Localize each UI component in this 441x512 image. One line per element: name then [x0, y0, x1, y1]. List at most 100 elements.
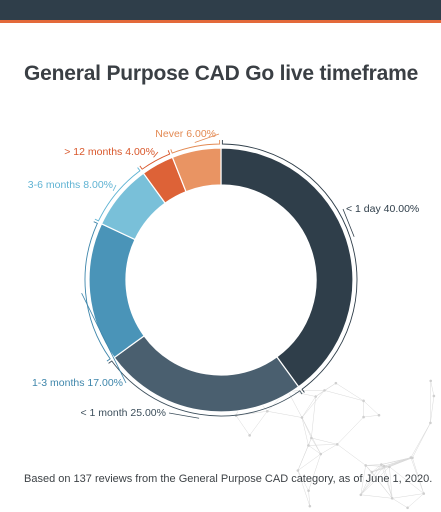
network-node	[308, 504, 312, 508]
header-accent-line	[0, 20, 441, 23]
slice-label-1-day: < 1 day 40.00%	[346, 203, 419, 215]
slice-never	[171, 147, 222, 193]
network-edge	[315, 382, 337, 397]
network-node	[370, 470, 374, 474]
network-node	[334, 381, 338, 385]
network-node	[388, 465, 391, 469]
network-edge	[371, 471, 393, 499]
network-node	[359, 493, 363, 497]
network-edge	[360, 494, 393, 499]
network-edge	[308, 444, 338, 446]
network-node	[300, 416, 304, 419]
slice-label-12-months: > 12 months 4.00%	[64, 146, 155, 158]
network-edge	[301, 396, 316, 418]
network-edge	[360, 465, 366, 495]
leader-never	[170, 140, 221, 154]
network-edge	[360, 466, 385, 495]
network-node	[390, 497, 394, 500]
network-node	[409, 456, 413, 459]
network-edge	[365, 465, 373, 473]
connector-1-day	[342, 208, 355, 237]
network-node	[248, 434, 251, 437]
network-edge	[297, 470, 311, 507]
donut-slices	[88, 147, 354, 413]
network-edge	[235, 415, 250, 436]
network-node	[323, 389, 326, 392]
network-node	[429, 379, 433, 383]
network-edge	[371, 464, 382, 473]
network-edge	[389, 466, 393, 499]
network-edge	[430, 395, 435, 423]
slice-1-month	[113, 335, 300, 413]
network-edge	[308, 490, 311, 507]
network-edge	[324, 390, 364, 402]
slice-label-1-month: < 1 month 25.00%	[80, 407, 166, 419]
network-edge	[308, 445, 321, 455]
footnote: Based on 137 reviews from the General Pu…	[24, 473, 433, 485]
network-edge	[287, 390, 303, 418]
network-edge	[311, 437, 321, 455]
network-node	[314, 395, 318, 398]
network-node	[377, 413, 381, 417]
connector-1-month	[168, 412, 200, 419]
network-edge	[311, 437, 338, 445]
network-edge	[363, 400, 380, 416]
header-bar	[0, 0, 441, 20]
leader-12-months	[139, 150, 171, 170]
network-edge	[301, 417, 321, 455]
network-edge	[249, 411, 268, 436]
network-edge	[301, 417, 312, 439]
network-edge	[337, 416, 364, 445]
network-node	[310, 436, 313, 440]
network-edge	[407, 493, 424, 509]
network-node	[307, 489, 310, 492]
network-edge	[371, 457, 411, 473]
network-node	[380, 463, 383, 466]
network-node	[362, 399, 365, 403]
network-edge	[365, 464, 382, 466]
network-edge	[365, 465, 385, 467]
network-edge	[297, 437, 312, 471]
network-node	[406, 506, 409, 510]
leader-1-3-months	[84, 221, 111, 362]
slice-1-day	[220, 147, 354, 388]
slice-labels: < 1 day 40.00% < 1 month 25.00% 1-3 months…	[28, 128, 419, 419]
network-node	[319, 452, 323, 456]
slice-label-never: Never 6.00%	[155, 128, 216, 140]
network-edge	[236, 410, 268, 416]
leader-1-month	[108, 360, 303, 417]
network-node	[296, 469, 300, 472]
network-edge	[392, 493, 424, 499]
network-edge	[308, 453, 321, 491]
network-edge	[381, 464, 393, 499]
network-edge	[311, 396, 316, 439]
label-leader-lines	[81, 133, 358, 419]
network-edge	[337, 444, 366, 466]
network-node	[307, 444, 310, 447]
network-edge	[410, 457, 424, 494]
network-edge	[410, 422, 431, 458]
network-edge	[297, 470, 309, 491]
network-edge	[392, 498, 408, 509]
network-node	[429, 421, 432, 425]
network-node	[364, 464, 368, 467]
connector-1-3-months	[81, 292, 127, 384]
network-node	[362, 415, 365, 419]
network-edge	[301, 390, 325, 418]
network-edge	[389, 466, 424, 494]
chart-title: General Purpose CAD Go live timeframe	[24, 62, 419, 85]
network-edge	[335, 382, 364, 402]
network-edge	[363, 414, 380, 418]
network-edge	[301, 417, 309, 446]
network-edge	[383, 466, 393, 499]
network-node	[432, 394, 436, 398]
connector-12-months	[153, 151, 159, 158]
network-edge	[320, 444, 338, 455]
network-edge	[360, 471, 373, 495]
network-node	[335, 443, 339, 446]
network-node	[382, 464, 386, 468]
connector-3-6-months	[112, 184, 117, 191]
connector-never	[194, 133, 220, 143]
network-edge	[360, 466, 390, 495]
